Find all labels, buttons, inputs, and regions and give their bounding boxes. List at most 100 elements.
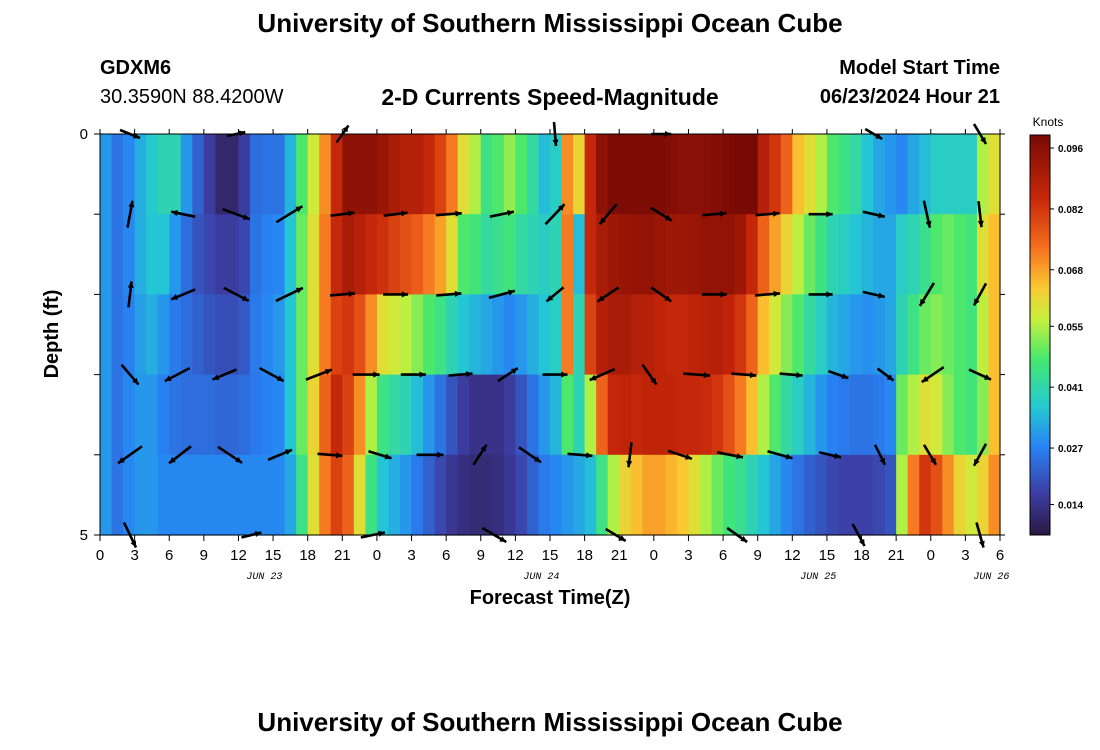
current-vector — [827, 369, 849, 380]
heatmap-cell — [503, 374, 516, 456]
heatmap-cell — [700, 294, 713, 376]
heatmap-cell — [169, 294, 182, 376]
heatmap-cell — [965, 214, 978, 295]
heatmap-cell — [503, 214, 516, 295]
heatmap-cell — [203, 454, 216, 536]
heatmap-cell — [942, 454, 955, 536]
heatmap-cell — [226, 374, 240, 456]
heatmap-cell — [515, 134, 528, 215]
heatmap-cell — [642, 134, 655, 215]
heatmap-cell — [284, 294, 297, 376]
heatmap-cell — [157, 374, 170, 456]
heatmap-cell — [896, 294, 909, 376]
heatmap-cell — [307, 374, 320, 456]
heatmap-cell — [907, 294, 920, 376]
heatmap-cell — [734, 294, 747, 376]
heatmap-cell — [526, 134, 540, 215]
current-vector — [641, 363, 658, 386]
heatmap-cell — [780, 374, 793, 456]
heatmap-cell — [873, 374, 886, 456]
heatmap-cell — [100, 214, 113, 295]
heatmap-cell — [826, 214, 840, 295]
heatmap-cell — [411, 134, 424, 215]
heatmap-cell — [342, 134, 355, 215]
current-vector — [329, 290, 356, 297]
x-tick-label: 6 — [719, 547, 727, 564]
heatmap-cell — [746, 294, 759, 376]
heatmap-cell — [803, 214, 816, 295]
heatmap-cell — [261, 134, 274, 215]
heatmap-cell — [561, 294, 574, 376]
heatmap-cell — [988, 374, 1001, 456]
heatmap-cell — [653, 294, 666, 376]
x-tick-label: 18 — [299, 547, 316, 564]
heatmap-cell — [838, 294, 851, 376]
heatmap-cell — [146, 454, 159, 536]
current-vector — [518, 446, 542, 464]
heatmap-cell — [826, 134, 840, 215]
heatmap-cell — [203, 294, 216, 376]
heatmap-cell — [273, 454, 286, 536]
heatmap-cell — [561, 134, 574, 215]
heatmap-cell — [376, 374, 390, 456]
heatmap-cell — [134, 374, 147, 456]
heatmap-cell — [561, 214, 574, 295]
heatmap-cell — [630, 214, 643, 295]
heatmap-cell — [250, 454, 263, 536]
heatmap-cell — [815, 294, 828, 376]
heatmap-cell — [123, 454, 136, 536]
heatmap-cell — [573, 134, 586, 215]
colorbar: Knots 0.096 0.082 0.068 0.055 0.041 0.027 0.014 — [1029, 115, 1083, 536]
heatmap-cell — [630, 374, 643, 456]
colorbar-tick-label: 0.041 — [1058, 383, 1083, 394]
heatmap-cell — [688, 294, 701, 376]
heatmap-cell — [676, 134, 690, 215]
x-tick-label: 18 — [576, 547, 593, 564]
heatmap-cell — [884, 374, 897, 456]
heatmap-cell — [653, 454, 666, 536]
heatmap-cell — [746, 134, 759, 215]
heatmap-cell — [353, 214, 366, 295]
heatmap-cell — [273, 134, 286, 215]
current-vector — [818, 451, 842, 459]
current-vector — [275, 286, 304, 303]
heatmap-cell — [261, 454, 274, 536]
heatmap-cell — [861, 294, 874, 376]
heatmap-cell — [723, 374, 736, 456]
heatmap-cell — [169, 134, 182, 215]
current-vector — [120, 363, 140, 386]
heatmap-cell — [884, 454, 897, 536]
heatmap-cell — [146, 134, 159, 215]
current-vector — [716, 451, 744, 460]
colorbar-tick-label: 0.027 — [1058, 444, 1083, 455]
heatmap-cell — [365, 214, 378, 295]
x-date-label: JUN 26 — [973, 572, 1009, 583]
heatmap-cell — [492, 294, 505, 376]
heatmap-cell — [226, 454, 240, 536]
current-vector — [862, 290, 886, 299]
x-tick-label: 15 — [819, 547, 836, 564]
heatmap-cell — [953, 454, 966, 536]
heatmap-cell — [803, 374, 816, 456]
heatmap-cell — [538, 374, 551, 456]
heatmap-cell — [746, 214, 759, 295]
current-vector — [352, 371, 380, 378]
heatmap-cell — [850, 454, 863, 536]
heatmap-cell — [376, 134, 390, 215]
heatmap-cell — [815, 454, 828, 536]
heatmap-cell — [365, 134, 378, 215]
heatmap-cell — [411, 214, 424, 295]
heatmap-cell — [619, 134, 632, 215]
heatmap-cell — [676, 294, 690, 376]
heatmap-cell — [907, 454, 920, 536]
heatmap-cell — [284, 374, 297, 456]
current-vector — [305, 368, 333, 381]
heatmap-cell — [584, 214, 597, 295]
heatmap-cell — [457, 374, 470, 456]
x-tick-label: 9 — [477, 547, 485, 564]
heatmap-cell — [676, 214, 690, 295]
heatmap-cell — [757, 374, 770, 456]
heatmap-cell — [203, 374, 216, 456]
heatmap-cell — [723, 134, 736, 215]
heatmap-cell — [919, 134, 932, 215]
